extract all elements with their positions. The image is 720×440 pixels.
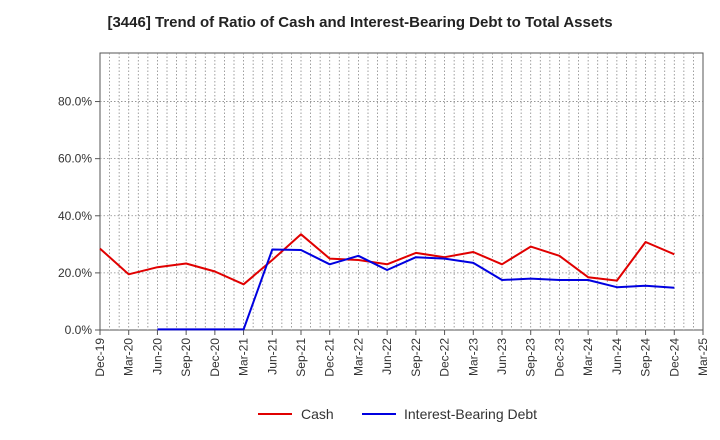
legend-label: Cash: [301, 406, 334, 422]
series-layer: [99, 233, 675, 331]
y-tick-label: 0.0%: [65, 323, 93, 337]
x-tick-label: Jun-20: [150, 338, 164, 375]
series-line-cash: [99, 233, 675, 286]
x-tick-label: Mar-24: [581, 338, 595, 376]
x-tick-label: Sep-24: [639, 338, 653, 377]
y-tick-label: 40.0%: [58, 209, 92, 223]
x-tick-label: Dec-21: [323, 338, 337, 377]
legend-layer: Cash Interest-Bearing Debt: [258, 406, 537, 422]
x-tick-label: Mar-21: [237, 338, 251, 376]
x-tick-label: Jun-21: [265, 338, 279, 375]
x-tick-label: Jun-23: [495, 338, 509, 375]
legend-label: Interest-Bearing Debt: [404, 406, 537, 422]
x-tick-label: Dec-23: [552, 338, 566, 377]
x-tick-label: Dec-22: [438, 338, 452, 377]
x-tick-label: Mar-25: [696, 338, 710, 376]
chart-title: [3446] Trend of Ratio of Cash and Intere…: [107, 14, 613, 31]
x-tick-label: Jun-22: [380, 338, 394, 375]
x-tick-label: Sep-21: [294, 338, 308, 377]
x-tick-label: Jun-24: [610, 338, 624, 375]
plot-frame: [99, 52, 704, 331]
x-tick-label: Mar-22: [351, 338, 365, 376]
x-tick-label: Mar-23: [466, 338, 480, 376]
y-tick-label: 60.0%: [58, 152, 92, 166]
x-tick-label: Sep-22: [409, 338, 423, 377]
x-tick-label: Sep-20: [179, 338, 193, 377]
x-tick-label: Sep-23: [524, 338, 538, 377]
axis-layer: 0.0% 20.0% 40.0% 60.0% 80.0% Dec-19 Mar-20 Jun-…: [58, 95, 710, 377]
x-tick-label: Mar-20: [122, 338, 136, 376]
y-tick-label: 80.0%: [58, 95, 92, 109]
x-tick-label: Dec-20: [208, 338, 222, 377]
y-tick-label: 20.0%: [58, 266, 92, 280]
x-tick-label: Dec-24: [667, 338, 681, 377]
series-line-interest-bearing-debt: [157, 248, 675, 331]
x-tick-label: Dec-19: [93, 338, 107, 377]
grid-layer: [99, 52, 704, 331]
